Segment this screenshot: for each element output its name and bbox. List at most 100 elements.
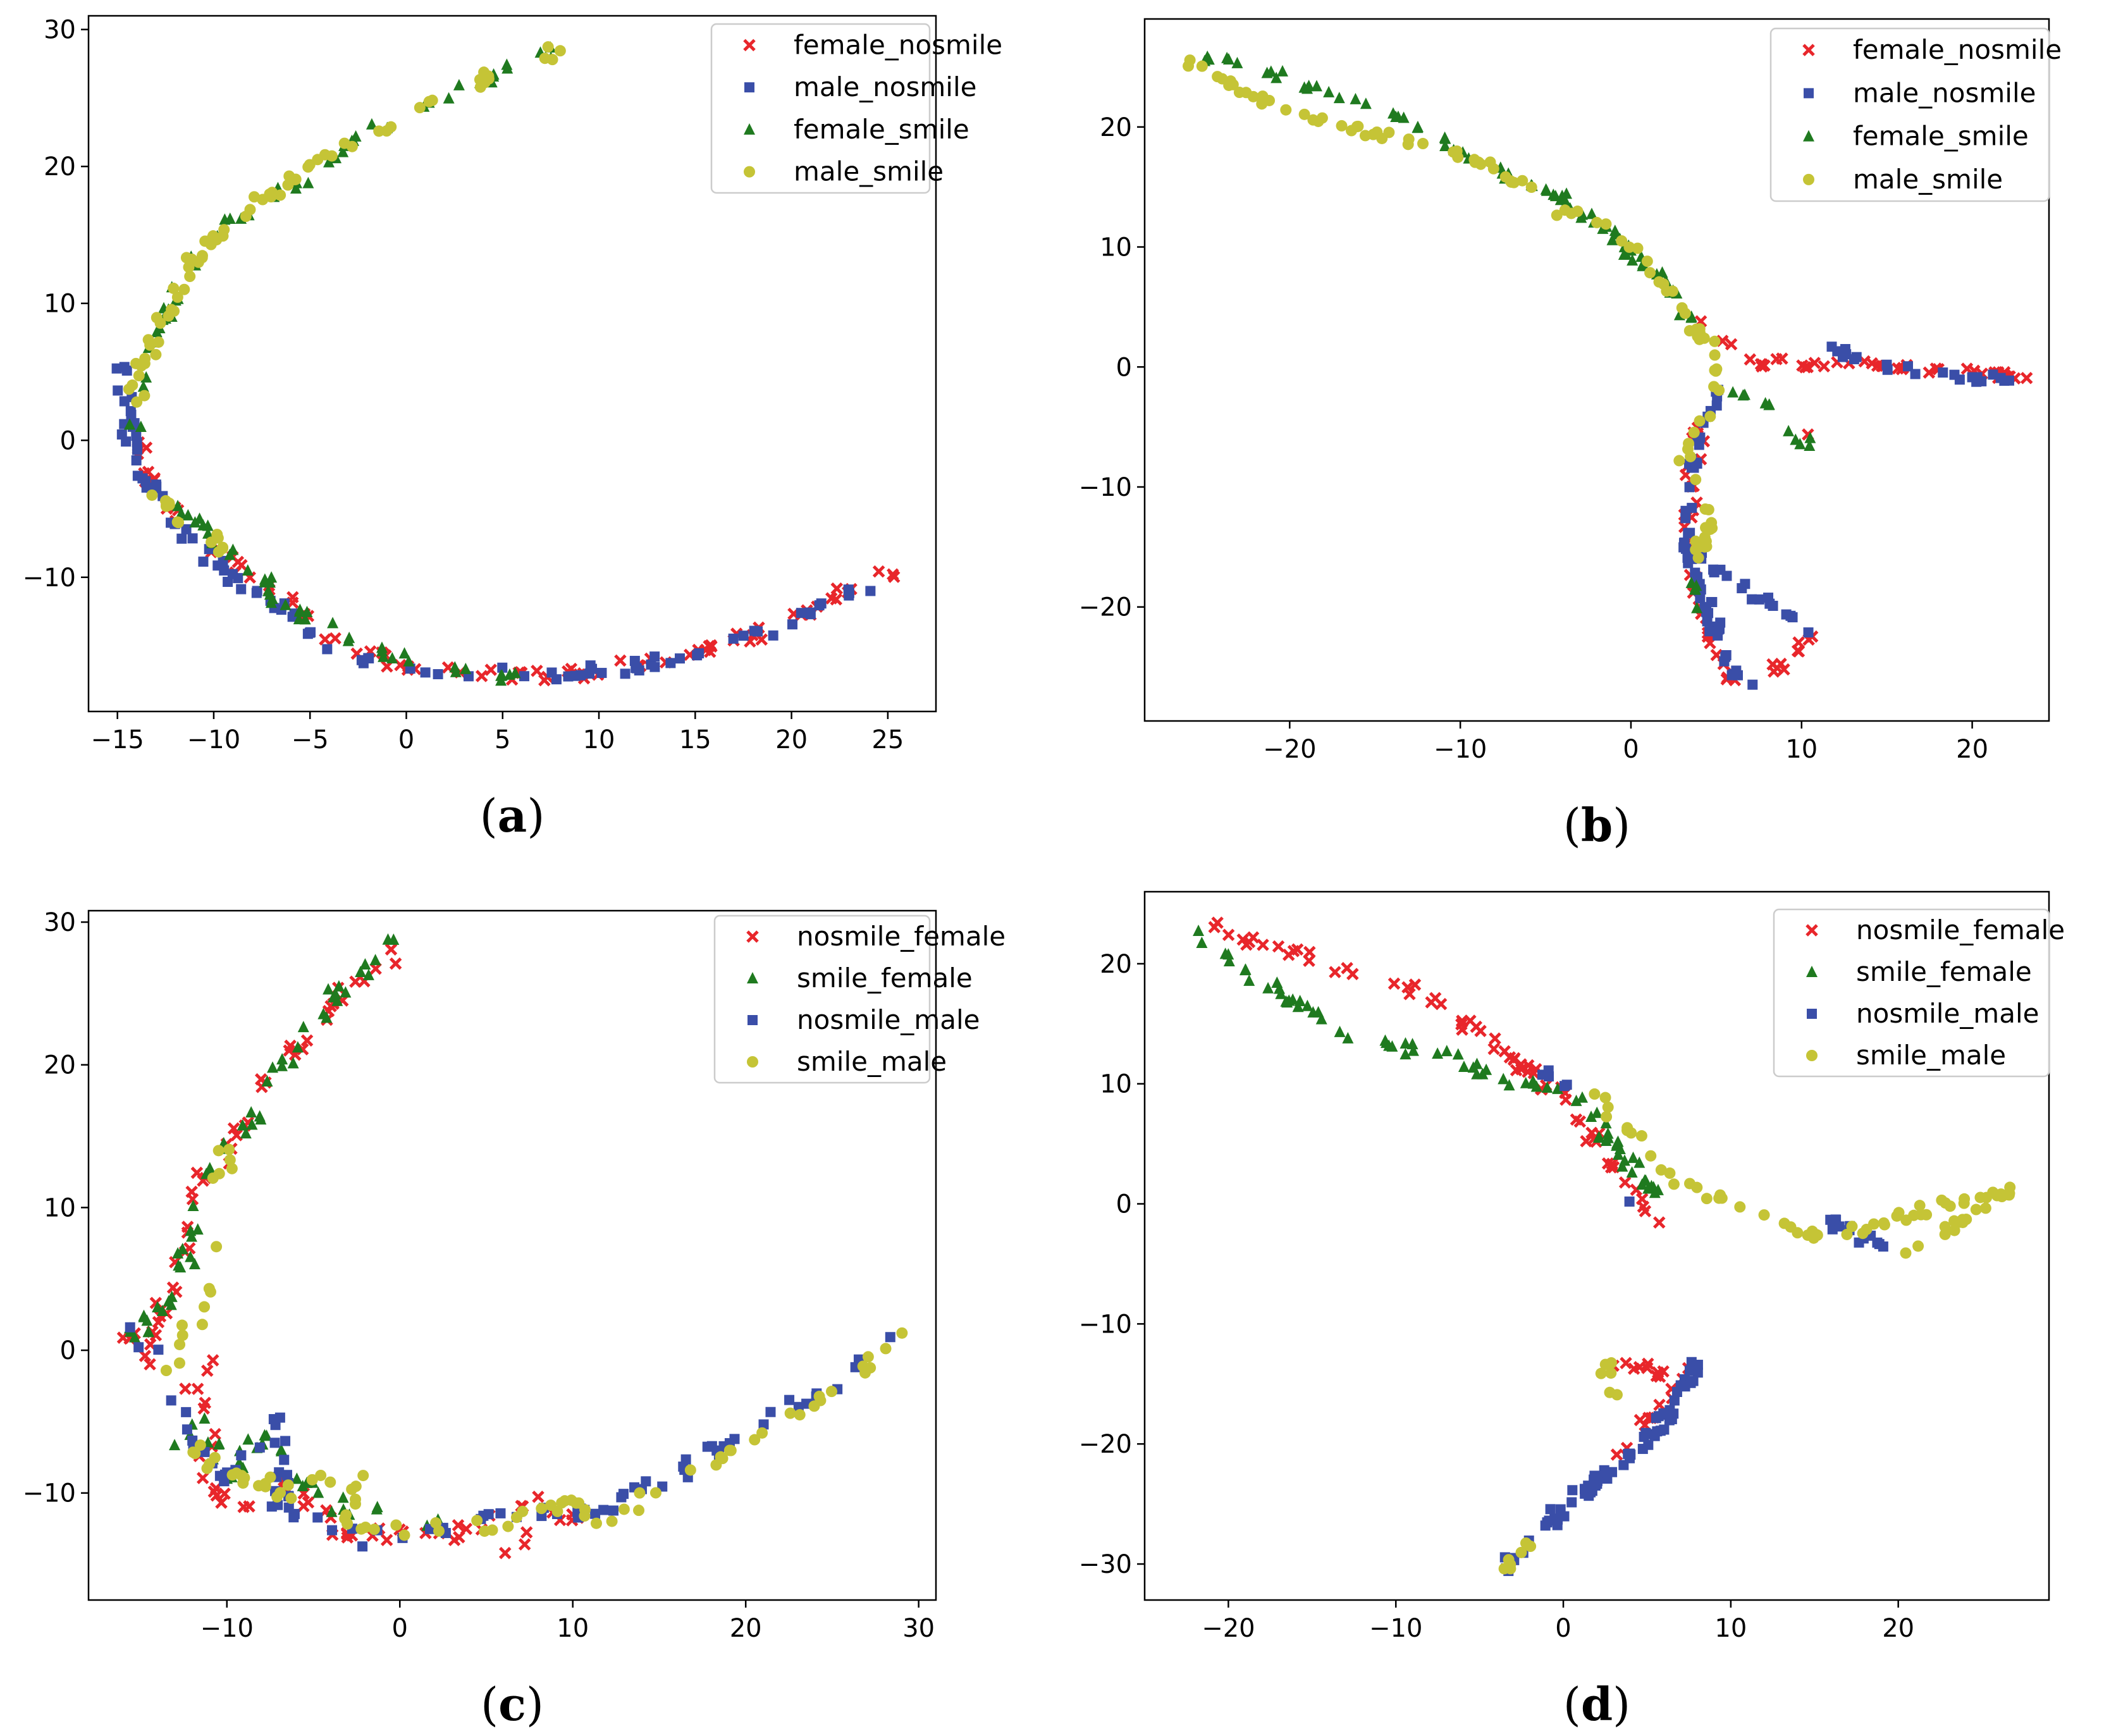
data-point bbox=[1458, 1061, 1470, 1073]
data-point bbox=[1606, 1157, 1619, 1171]
data-point bbox=[1804, 431, 1816, 443]
legend-marker bbox=[744, 82, 754, 93]
data-point bbox=[243, 1500, 255, 1513]
legend-label: nosmile_male bbox=[797, 1004, 980, 1035]
data-point bbox=[1312, 1006, 1324, 1018]
data-point bbox=[433, 669, 443, 680]
data-point bbox=[495, 1508, 506, 1518]
data-point bbox=[1650, 1369, 1663, 1382]
data-point bbox=[142, 334, 154, 346]
data-point bbox=[249, 191, 261, 203]
data-point bbox=[1632, 242, 1644, 254]
y-tick-label: −30 bbox=[1079, 1550, 1132, 1579]
data-point bbox=[1471, 1057, 1483, 1069]
data-point bbox=[283, 1044, 295, 1057]
data-point bbox=[1618, 248, 1630, 260]
data-point bbox=[151, 326, 163, 338]
data-point bbox=[1655, 1425, 1666, 1436]
data-point bbox=[1589, 1088, 1601, 1100]
data-point bbox=[1527, 1067, 1541, 1080]
data-point bbox=[631, 663, 642, 674]
data-point bbox=[378, 650, 390, 662]
data-point bbox=[2003, 1189, 2015, 1201]
data-point bbox=[1602, 1127, 1614, 1139]
x-tick-label: 5 bbox=[495, 725, 510, 754]
data-point bbox=[433, 1525, 445, 1537]
caption-letter: c bbox=[498, 1677, 526, 1731]
data-point bbox=[1592, 1131, 1604, 1143]
x-tick-label: 20 bbox=[1956, 735, 1988, 764]
series-male_nosmile bbox=[1678, 342, 2014, 690]
data-point bbox=[1610, 1448, 1623, 1461]
data-point bbox=[501, 58, 513, 70]
data-point bbox=[563, 671, 574, 682]
data-point bbox=[283, 1502, 294, 1513]
data-point bbox=[1222, 948, 1234, 960]
data-point bbox=[880, 1343, 892, 1355]
data-point bbox=[830, 593, 843, 606]
data-point bbox=[1790, 433, 1802, 445]
data-point bbox=[1725, 338, 1738, 351]
y-tick-label: −20 bbox=[1079, 593, 1132, 622]
data-point bbox=[414, 102, 426, 114]
data-point bbox=[1400, 1048, 1412, 1060]
data-point bbox=[269, 1437, 280, 1448]
data-point bbox=[1540, 1520, 1551, 1531]
data-point bbox=[290, 173, 302, 185]
data-point bbox=[385, 943, 398, 956]
data-point bbox=[219, 213, 231, 225]
data-point bbox=[1311, 80, 1323, 92]
data-point bbox=[1530, 1080, 1542, 1092]
data-point bbox=[497, 662, 508, 673]
data-point bbox=[1669, 1395, 1680, 1406]
data-point bbox=[293, 613, 305, 625]
legend-label: male_nosmile bbox=[794, 71, 976, 102]
data-point bbox=[1701, 1193, 1713, 1205]
legend-marker bbox=[1806, 924, 1818, 937]
data-point bbox=[1484, 156, 1496, 168]
legend-box bbox=[710, 23, 931, 194]
data-point bbox=[723, 1444, 735, 1456]
data-point bbox=[1407, 1044, 1419, 1056]
data-point bbox=[290, 182, 302, 194]
data-point bbox=[1627, 254, 1639, 266]
data-point bbox=[618, 1489, 629, 1499]
data-point bbox=[484, 663, 497, 676]
data-point bbox=[138, 390, 151, 402]
data-point bbox=[350, 1481, 362, 1493]
legend-label: female_nosmile bbox=[1853, 34, 2062, 65]
data-point bbox=[1768, 665, 1780, 678]
caption-open-paren: ( bbox=[1563, 1678, 1581, 1731]
data-point bbox=[590, 1517, 602, 1529]
data-point bbox=[1849, 354, 1859, 364]
data-point bbox=[223, 1143, 235, 1155]
data-point bbox=[1882, 364, 1893, 375]
data-point bbox=[176, 1243, 188, 1255]
data-point bbox=[1243, 974, 1255, 986]
data-point bbox=[1298, 108, 1310, 120]
data-point bbox=[287, 1057, 299, 1069]
series-female_nosmile bbox=[1678, 315, 2033, 687]
data-point bbox=[130, 357, 142, 369]
data-point bbox=[717, 1453, 729, 1465]
y-tick-label: −20 bbox=[1079, 1430, 1132, 1459]
data-point bbox=[1585, 207, 1597, 219]
plot-frame bbox=[87, 909, 937, 1601]
data-point bbox=[426, 94, 438, 106]
data-point bbox=[189, 1448, 201, 1460]
data-point bbox=[236, 584, 247, 594]
data-point bbox=[357, 1541, 368, 1552]
data-point bbox=[329, 632, 341, 645]
legend-marker bbox=[1803, 173, 1814, 185]
data-point bbox=[302, 161, 314, 173]
data-point bbox=[230, 1129, 243, 1142]
data-point bbox=[1974, 1191, 1986, 1204]
data-point bbox=[329, 988, 341, 1000]
data-point bbox=[1778, 663, 1790, 676]
data-point bbox=[1970, 1204, 1982, 1216]
chart-a: −15 −10 −5 0 5 10 15 20 25 −10 0 10 20 30 female_nosmi… bbox=[23, 15, 1002, 842]
data-point bbox=[350, 130, 362, 142]
data-point bbox=[814, 600, 825, 611]
data-point bbox=[282, 1470, 293, 1481]
data-point bbox=[703, 645, 717, 658]
